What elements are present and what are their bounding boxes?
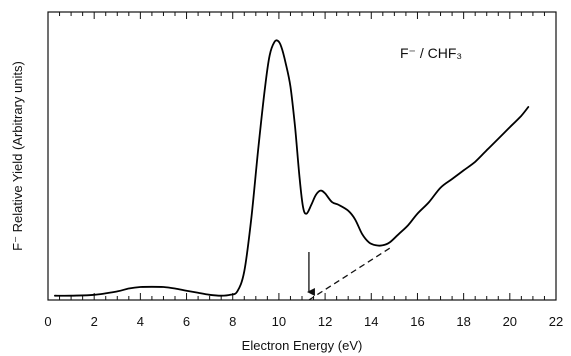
series-line	[55, 40, 528, 295]
dashed-extrapolation-line	[309, 248, 390, 300]
x-axis-title: Electron Energy (eV)	[242, 338, 363, 353]
x-tick-label: 6	[183, 314, 190, 329]
x-tick-label: 16	[410, 314, 424, 329]
x-tick-label: 0	[44, 314, 51, 329]
axis-ticks	[48, 12, 556, 300]
chart-annotation: F⁻ / CHF₃	[400, 45, 462, 61]
x-tick-label: 14	[364, 314, 378, 329]
x-tick-label: 2	[91, 314, 98, 329]
plot-frame	[48, 12, 556, 300]
x-tick-label: 20	[503, 314, 517, 329]
x-tick-labels: 0 2 4 6 8 10 12 14 16 18 20 22	[44, 314, 563, 329]
x-tick-label: 12	[318, 314, 332, 329]
x-tick-label: 18	[456, 314, 470, 329]
x-tick-label: 8	[229, 314, 236, 329]
x-tick-label: 4	[137, 314, 144, 329]
x-tick-label: 10	[272, 314, 286, 329]
x-tick-label: 22	[549, 314, 563, 329]
y-axis-title: F⁻ Relative Yield (Arbitrary units)	[10, 61, 25, 251]
